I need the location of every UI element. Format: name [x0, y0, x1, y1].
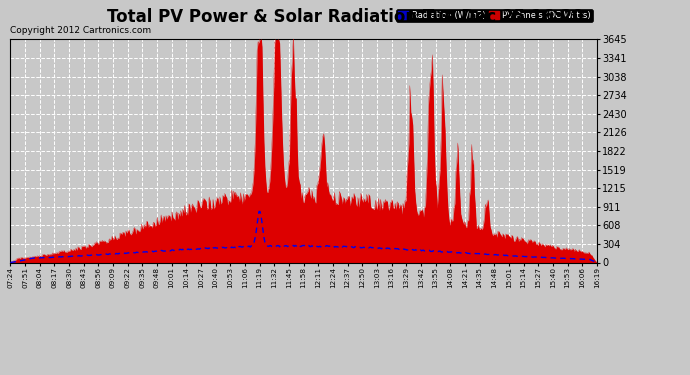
Legend: Radiation (W/m2), PV Panels (DC Watts): Radiation (W/m2), PV Panels (DC Watts): [396, 9, 593, 22]
Text: Copyright 2012 Cartronics.com: Copyright 2012 Cartronics.com: [10, 26, 152, 35]
Text: Total PV Power & Solar Radiation Tue Dec 25 16:20: Total PV Power & Solar Radiation Tue Dec…: [107, 8, 583, 26]
